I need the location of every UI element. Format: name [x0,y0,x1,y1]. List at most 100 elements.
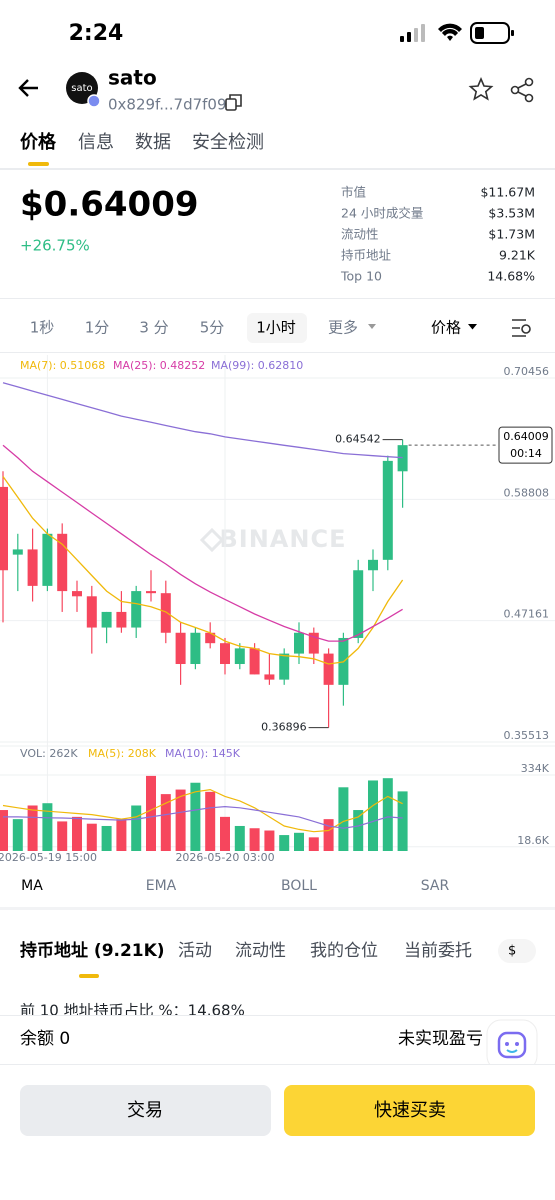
divider [0,298,555,299]
volume-bar [86,823,97,851]
share-button[interactable] [510,77,534,103]
favorite-button[interactable] [468,76,494,101]
volume-ma-line [3,805,403,829]
holder-tab[interactable]: 流动性 [235,941,286,961]
candle-body [116,611,127,628]
trade-button-label[interactable]: 交易 [127,1100,163,1121]
holder-tab[interactable]: 我的仓位 [310,941,378,961]
volume-bar [190,782,201,851]
candle-body [264,674,275,680]
currency-chip-bg[interactable] [498,939,536,963]
volume-bar [42,803,53,851]
stat-value: 9.21K [499,248,536,263]
stat-value: 14.68% [487,269,535,284]
interval[interactable]: 1分 [85,319,110,337]
indicator-tab[interactable]: MA [21,878,43,894]
indicator-tab[interactable]: SAR [421,878,450,894]
y-tick-label: 0.70456 [504,365,550,378]
tab[interactable]: 信息 [78,132,114,153]
candle-body [0,486,8,571]
interval[interactable]: 3 分 [139,319,168,337]
volume-bar [220,816,230,851]
quick-trade-button-label[interactable]: 快速买卖 [374,1100,446,1121]
candle-body [57,533,68,592]
trade-button[interactable] [20,1085,271,1136]
balance-bar [0,1016,555,1064]
volume-bar [57,821,68,851]
candle-body [146,591,156,594]
legend-entry: MA(10): 145K [165,747,241,760]
legend-entry: MA(99): 0.62810 [211,359,303,372]
tab[interactable]: 安全检测 [192,132,264,153]
ma-line [2,476,404,665]
volume-bar [323,819,334,851]
chart-settings[interactable] [512,319,526,337]
candle-body [86,596,97,628]
candle-body [234,648,245,665]
stat-label: 市值 [341,185,366,200]
status-icons [400,22,514,44]
legend-entry: MA(5): 208K [88,747,157,760]
ma-line [2,382,403,459]
volume-bar [264,830,275,851]
interval[interactable]: 1秒 [30,319,55,337]
price-mode[interactable]: 价格 [431,319,461,337]
volume-bar [205,791,216,851]
y-tick-label: 334K [521,762,550,775]
candle-body [131,591,142,628]
volume-bar [116,819,127,851]
current-price-tag [498,426,553,464]
volume-bar [368,780,378,851]
interval[interactable]: 1小时 [256,319,296,337]
copy-button[interactable] [225,94,242,111]
volume-bar [27,805,38,851]
volume-bar [72,816,82,851]
x-tick-label: 2026-05-20 03:00 [175,851,274,864]
chart-settings[interactable] [521,324,531,334]
token-address: 0x829f...7d7f09 [108,96,227,114]
balance-label: 余额 0 [20,1029,70,1049]
tab[interactable]: 价格 [20,131,57,153]
candle-body [294,632,304,654]
holder-tab[interactable]: 持币地址 (9.21K) [20,940,165,961]
volume-bar [338,787,349,851]
candle-body [397,445,408,472]
tab[interactable]: 数据 [135,132,171,153]
candle-body [353,570,364,638]
indicator-tab[interactable]: EMA [146,878,177,894]
volume-bar [131,805,142,851]
back-button[interactable] [18,79,38,97]
volume-bar [101,825,112,851]
candle-body [175,632,186,665]
candle-body [101,611,112,628]
legend-entry: MA(25): 0.48252 [113,359,205,372]
holder-tab[interactable]: 活动 [178,941,212,961]
unrealized-pnl: 未实现盈亏 [398,1029,483,1049]
assistant-button[interactable] [486,1019,538,1071]
interval[interactable]: 更多 [328,319,358,337]
candle-body [27,549,38,586]
legend-entry: VOL: 262K [20,747,78,760]
volume-bar [353,810,364,851]
price-change: +26.75% [20,237,90,255]
candle-body [72,591,82,597]
candle-body [220,643,230,665]
volume-bar [234,825,245,851]
volume-bar [175,789,186,851]
status-time: 2:24 [69,21,124,46]
candle-body [382,460,393,560]
indicator-tab[interactable]: BOLL [281,878,317,894]
dropdown-arrow [468,324,477,330]
interval[interactable]: 5分 [200,319,225,337]
y-tick-label: 0.58808 [504,486,550,499]
volume-bar [249,828,260,851]
tab-indicator [28,162,49,166]
stat-value: $3.53M [488,206,535,221]
holder-tab[interactable]: 当前委托 [404,941,472,961]
currency-chip[interactable]: $ [508,944,516,959]
stat-label: 24 小时成交量 [341,206,423,221]
candle-body [368,559,378,571]
quick-trade-button[interactable] [284,1085,535,1136]
countdown-label: 00:14 [510,447,542,460]
